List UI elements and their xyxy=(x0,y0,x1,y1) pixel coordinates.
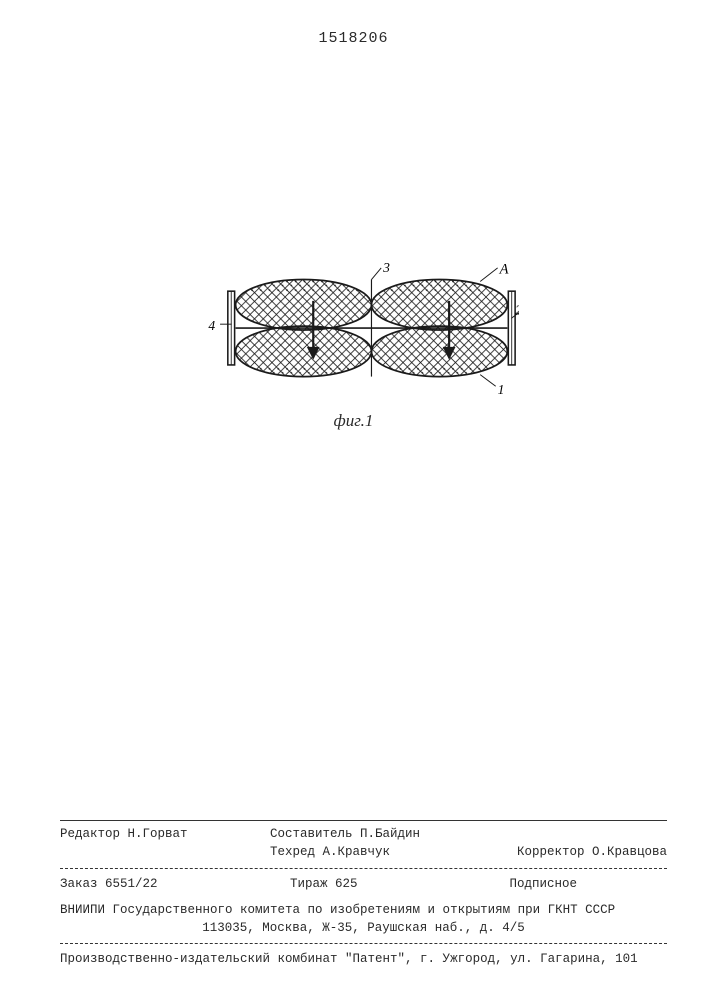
print-run-label: Тираж xyxy=(290,877,328,891)
figure-label-3: 3 xyxy=(382,260,390,275)
imprint-block: Редактор Н.Горват Составитель П.Байдин Т… xyxy=(60,816,667,968)
org-line-2: 113035, Москва, Ж-35, Раушская наб., д. … xyxy=(60,919,667,937)
figure-caption: фиг.1 xyxy=(184,411,524,431)
divider xyxy=(60,820,667,821)
dash-divider-2 xyxy=(60,943,667,944)
techred-line: Техред А.Кравчук xyxy=(270,843,390,861)
order-value: 6551/22 xyxy=(105,877,158,891)
printer-line: Производственно-издательский комбинат "П… xyxy=(60,950,667,968)
order-line: Заказ 6551/22 xyxy=(60,875,158,893)
dash-divider xyxy=(60,868,667,869)
document-number: 1518206 xyxy=(318,30,388,47)
corrector-name: О.Кравцова xyxy=(592,845,667,859)
figure-label-2: 2 xyxy=(515,302,519,317)
corrector-line: Корректор О.Кравцова xyxy=(517,843,667,861)
compiler-line: Составитель П.Байдин xyxy=(270,825,420,843)
editor-line: Редактор Н.Горват xyxy=(60,825,188,843)
techred-name: А.Кравчук xyxy=(323,845,391,859)
figure-1: 3 А 2 1 4 фиг.1 xyxy=(184,260,524,431)
figure-label-A: А xyxy=(498,262,508,278)
figure-1-svg: 3 А 2 1 4 xyxy=(189,260,519,400)
compiler-label: Составитель xyxy=(270,827,353,841)
compiler-name: П.Байдин xyxy=(360,827,420,841)
patent-page: 1518206 xyxy=(0,0,707,1000)
print-run-value: 625 xyxy=(335,877,358,891)
org-line-1: ВНИИПИ Государственного комитета по изоб… xyxy=(60,901,667,919)
editor-name: Н.Горват xyxy=(128,827,188,841)
figure-label-4: 4 xyxy=(208,318,215,333)
subscription: Подписное xyxy=(509,875,577,893)
order-label: Заказ xyxy=(60,877,98,891)
editor-label: Редактор xyxy=(60,827,120,841)
figure-label-1: 1 xyxy=(497,382,504,397)
printrun-line: Тираж 625 xyxy=(290,875,358,893)
corrector-label: Корректор xyxy=(517,845,585,859)
techred-label: Техред xyxy=(270,845,315,859)
